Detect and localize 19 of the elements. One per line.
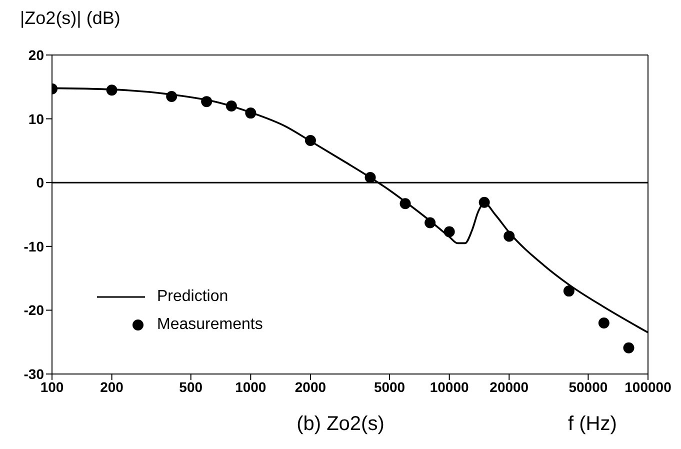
- x-tick-label: 200: [100, 378, 124, 395]
- x-tick-label: 100000: [624, 378, 672, 395]
- x-tick-label: 2000: [294, 378, 326, 395]
- y-tick-label: -20: [24, 302, 44, 318]
- x-tick-label: 1000: [235, 378, 266, 395]
- x-tick-label: 5000: [374, 378, 406, 395]
- x-tick-label: 50000: [568, 378, 608, 395]
- x-tick-label: 500: [179, 378, 203, 395]
- y-tick-label: 10: [28, 110, 44, 127]
- y-axis-title: |Zo2(s)| (dB): [20, 8, 120, 29]
- legend-label: Prediction: [157, 288, 228, 306]
- y-tick-label: 20: [28, 46, 44, 63]
- y-tick-label: -10: [24, 238, 44, 254]
- text: (b) Zo2(s): [296, 413, 384, 435]
- x-tick-label: 20000: [490, 378, 529, 395]
- x-tick-label: 10000: [430, 378, 470, 395]
- y-tick-label: 0: [36, 174, 44, 191]
- x-axis-title: f (Hz): [568, 413, 617, 436]
- legend-label: Measurements: [157, 316, 263, 334]
